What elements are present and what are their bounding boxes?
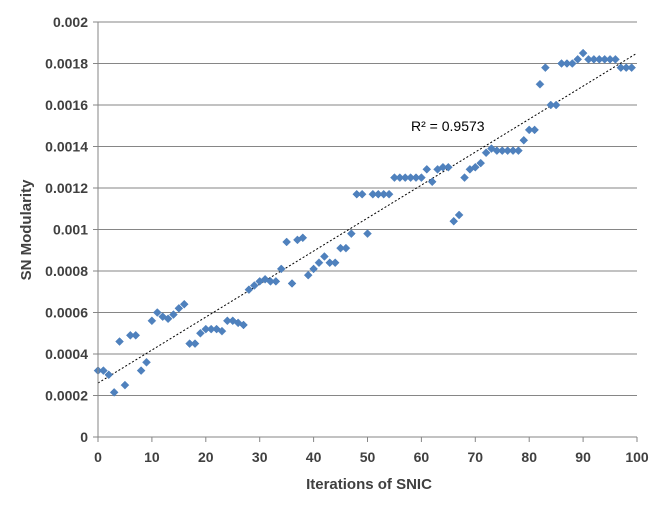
data-point — [443, 162, 453, 172]
trendline — [97, 52, 638, 384]
data-point — [303, 270, 313, 280]
x-axis-title: Iterations of SNIC — [306, 476, 432, 493]
axes — [93, 21, 638, 442]
data-point — [578, 48, 588, 58]
data-point — [320, 252, 329, 261]
y-tick-label: 0.0004 — [45, 346, 88, 362]
data-point — [115, 337, 124, 346]
data-point — [309, 264, 318, 274]
data-point — [196, 328, 205, 338]
data-point — [417, 173, 426, 182]
y-axis-title: SN Modularity — [18, 179, 35, 280]
data-point — [147, 316, 157, 326]
data-point — [287, 279, 297, 288]
data-point — [363, 229, 372, 239]
data-point — [131, 330, 141, 340]
x-tick-label: 90 — [575, 449, 591, 465]
data-point — [163, 314, 173, 324]
data-point — [384, 189, 394, 199]
x-tick-label: 60 — [414, 449, 430, 465]
y-tick-label: 0 — [80, 429, 88, 445]
data-point — [179, 299, 189, 309]
data-point — [109, 388, 119, 397]
data-point — [611, 54, 620, 64]
x-tick-label: 40 — [306, 449, 322, 465]
data-point — [514, 146, 523, 156]
data-points — [93, 48, 636, 397]
data-point — [449, 216, 459, 226]
x-tick-label: 30 — [252, 449, 268, 465]
data-point — [346, 229, 356, 239]
data-point — [627, 63, 636, 73]
x-tick-label: 20 — [198, 449, 214, 465]
data-point — [174, 303, 184, 313]
data-point — [276, 264, 286, 274]
data-point — [142, 357, 151, 367]
y-tick-label: 0.0012 — [45, 180, 88, 196]
x-tick-label: 0 — [94, 449, 102, 465]
data-point — [152, 308, 162, 317]
x-tick-label: 70 — [468, 449, 484, 465]
data-point — [460, 173, 469, 182]
trendline-layer — [97, 52, 638, 384]
data-point — [298, 233, 308, 243]
tick-labels: 0 0.0002 0.0004 0.0006 0.0008 0.001 0.0012 0.00… — [45, 14, 649, 465]
data-point — [530, 125, 539, 135]
y-tick-label: 0.0008 — [45, 263, 88, 279]
data-point — [136, 366, 146, 375]
y-tick-label: 0.001 — [53, 222, 88, 238]
data-point — [99, 366, 108, 375]
x-tick-label: 50 — [360, 449, 376, 465]
data-point — [330, 258, 340, 268]
y-tick-label: 0.0006 — [45, 305, 88, 321]
y-tick-label: 0.0014 — [45, 139, 88, 155]
data-point — [169, 310, 178, 319]
data-point — [470, 162, 480, 172]
data-point — [271, 277, 281, 286]
data-point — [190, 339, 200, 348]
gridlines — [98, 21, 637, 396]
data-point — [476, 158, 486, 168]
data-point — [422, 164, 432, 174]
data-point — [104, 370, 114, 380]
y-tick-label: 0.0002 — [45, 388, 88, 404]
y-tick-label: 0.0016 — [45, 97, 88, 113]
data-point — [282, 237, 292, 247]
data-point — [519, 135, 529, 145]
data-point — [454, 210, 464, 220]
data-point — [481, 148, 491, 158]
data-point — [244, 285, 254, 295]
y-tick-label: 0.0018 — [45, 56, 88, 72]
data-point — [535, 79, 545, 89]
x-tick-label: 10 — [144, 449, 160, 465]
data-point — [239, 320, 248, 330]
data-point — [357, 189, 367, 199]
r-squared-label: R² = 0.9573 — [411, 118, 485, 134]
data-point — [341, 243, 351, 253]
data-point — [567, 59, 577, 68]
data-point — [217, 326, 227, 336]
data-point — [541, 63, 550, 73]
data-point — [573, 54, 583, 64]
x-tick-label: 80 — [521, 449, 537, 465]
data-point — [314, 258, 324, 268]
data-point — [551, 100, 561, 110]
x-tick-label: 100 — [625, 449, 649, 465]
data-point — [120, 380, 130, 390]
y-tick-label: 0.002 — [53, 14, 88, 30]
data-point — [249, 281, 259, 290]
data-point — [427, 177, 437, 187]
